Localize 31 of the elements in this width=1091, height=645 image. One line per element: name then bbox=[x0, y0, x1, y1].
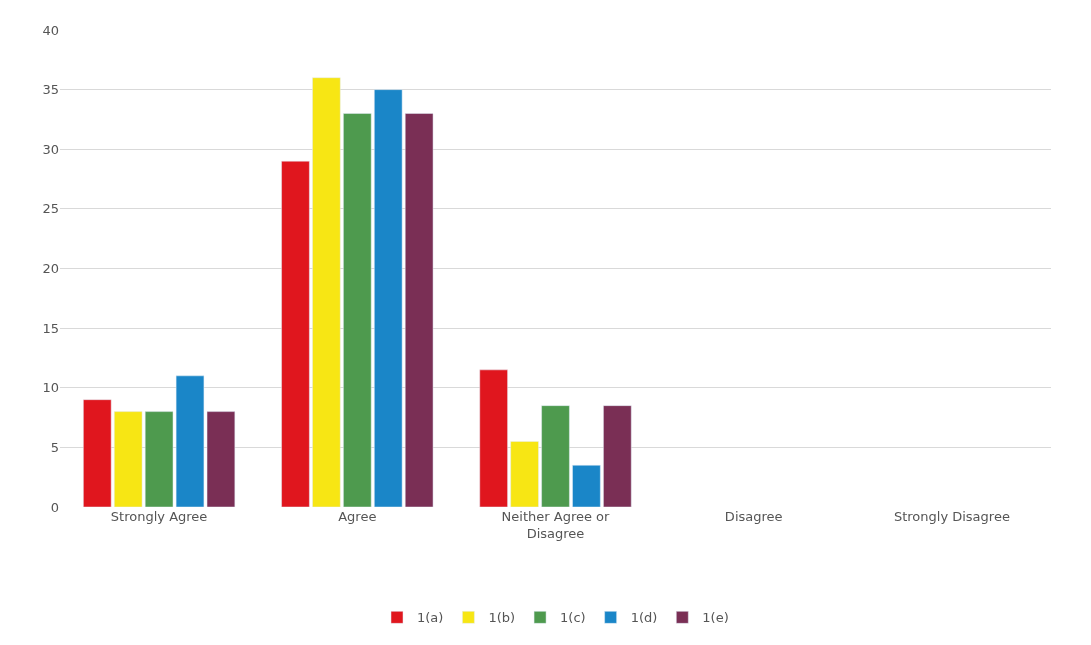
y-tick-label: 30 bbox=[42, 141, 59, 157]
y-tick-label: 0 bbox=[50, 499, 59, 515]
bar bbox=[312, 77, 341, 507]
legend-label: 1(d) bbox=[630, 610, 658, 626]
x-tick-label: Agree bbox=[338, 509, 377, 524]
bar bbox=[404, 113, 434, 507]
bar bbox=[374, 89, 403, 507]
y-tick-label: 10 bbox=[42, 380, 59, 396]
bar bbox=[572, 465, 601, 507]
legend-label: 1(c) bbox=[560, 610, 586, 626]
y-tick-label: 15 bbox=[42, 320, 59, 336]
x-tick-label: Strongly Disagree bbox=[893, 509, 1010, 524]
bar bbox=[343, 113, 372, 507]
legend-label: 1(a) bbox=[417, 610, 444, 626]
bar bbox=[83, 399, 112, 507]
x-tick-label: Strongly Agree bbox=[110, 509, 208, 524]
y-tick-label: 25 bbox=[42, 201, 59, 217]
bar bbox=[510, 441, 539, 507]
bar bbox=[281, 160, 310, 507]
bar bbox=[479, 369, 508, 507]
bar bbox=[603, 405, 632, 507]
bar bbox=[114, 411, 143, 507]
bar bbox=[541, 405, 570, 507]
legend-label: 1(e) bbox=[702, 610, 729, 626]
y-tick-label: 5 bbox=[50, 439, 59, 455]
y-tick-label: 20 bbox=[42, 261, 59, 277]
legend-label: 1(b) bbox=[488, 610, 516, 626]
y-tick-label: 40 bbox=[42, 22, 59, 38]
y-tick-label: 35 bbox=[42, 82, 59, 98]
x-tick-label: Neither Agree or Disagree bbox=[501, 509, 611, 541]
x-tick-label: Disagree bbox=[724, 509, 783, 524]
